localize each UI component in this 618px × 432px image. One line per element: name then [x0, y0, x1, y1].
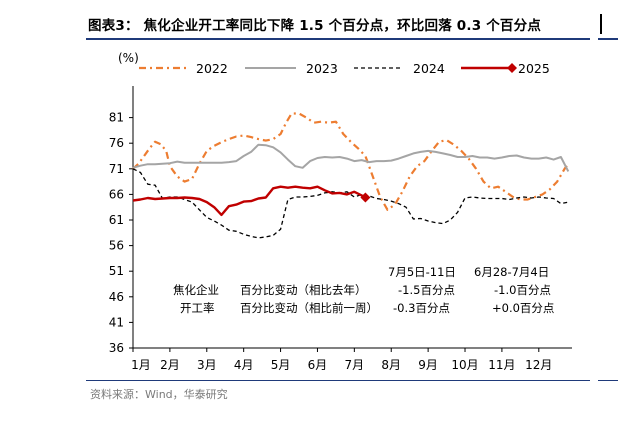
y-tick-label: 46 [109, 290, 124, 304]
source-rule [86, 380, 590, 381]
annotation-row2-v2: +0.0百分点 [492, 301, 554, 315]
source-note: 资料来源：Wind，华泰研究 [90, 388, 228, 401]
y-tick-label: 51 [109, 264, 124, 278]
title-rule [86, 38, 590, 40]
figure-title: 图表3： 焦化企业开工率同比下降 1.5 个百分点，环比回落 0.3 个百分点 [88, 18, 542, 34]
x-tick-label: 6月 [308, 358, 328, 372]
adjacent-figure-fragment [600, 14, 602, 34]
annotation-col2-header: 6月28-7月4日 [474, 265, 549, 279]
annotation-row2-v1: -0.3百分点 [393, 301, 450, 315]
annotation-col1-header: 7月5日-11日 [388, 265, 456, 279]
y-tick-label: 71 [109, 162, 124, 176]
series-line-2025 [132, 185, 366, 217]
y-tick-label: 81 [109, 111, 124, 125]
y-tick-label: 76 [109, 136, 124, 150]
chart-axes: 36 41 46 51 56 61 66 71 76 81 1月 2月 3月 4月 5月 6月 7月 8月 9月 10… [109, 86, 572, 372]
adjacent-source-rule-fragment [598, 380, 618, 381]
adjacent-rule-fragment [598, 38, 618, 40]
x-tick-label: 1月 [131, 358, 151, 372]
chart-series [132, 112, 570, 239]
y-tick-label: 66 [109, 187, 124, 201]
annotation-row1-v1: -1.5百分点 [398, 283, 455, 297]
series-line-2023 [132, 143, 570, 172]
annotation-row1-label-b: 百分比变动（相比去年） [240, 283, 367, 297]
x-tick-label: 10月 [451, 358, 478, 372]
legend-label-2023: 2023 [306, 61, 338, 76]
legend-marker-2025 [507, 63, 517, 73]
series-line-2024 [132, 168, 569, 239]
legend-label-2024: 2024 [413, 61, 445, 76]
annotation-row1-label-a: 焦化企业 [173, 283, 219, 297]
y-tick-label: 56 [109, 239, 124, 253]
y-axis-label: (%) [118, 51, 139, 65]
x-tick-label: 11月 [488, 358, 515, 372]
x-tick-label: 7月 [345, 358, 365, 372]
chart-legend: 2022 2023 2024 2025 [139, 61, 550, 76]
annotation-row2-label-b: 百分比变动（相比前一周） [240, 301, 378, 315]
y-tick-label: 61 [109, 213, 124, 227]
x-tick-label: 2月 [160, 358, 180, 372]
x-tick-label: 3月 [197, 358, 217, 372]
x-tick-label: 8月 [381, 358, 401, 372]
annotation-row1-v2: -1.0百分点 [494, 283, 551, 297]
x-tick-label: 4月 [234, 358, 254, 372]
legend-label-2022: 2022 [196, 61, 228, 76]
x-tick-label: 9月 [418, 358, 438, 372]
series-2025-end-marker [360, 192, 371, 203]
x-tick-label: 12月 [525, 358, 552, 372]
x-tick-label: 5月 [271, 358, 291, 372]
series-line-2022 [132, 112, 570, 211]
y-tick-label: 36 [109, 341, 124, 355]
legend-label-2025: 2025 [518, 61, 550, 76]
y-tick-label: 41 [109, 315, 124, 329]
annotation-row2-label-a: 开工率 [180, 301, 215, 315]
